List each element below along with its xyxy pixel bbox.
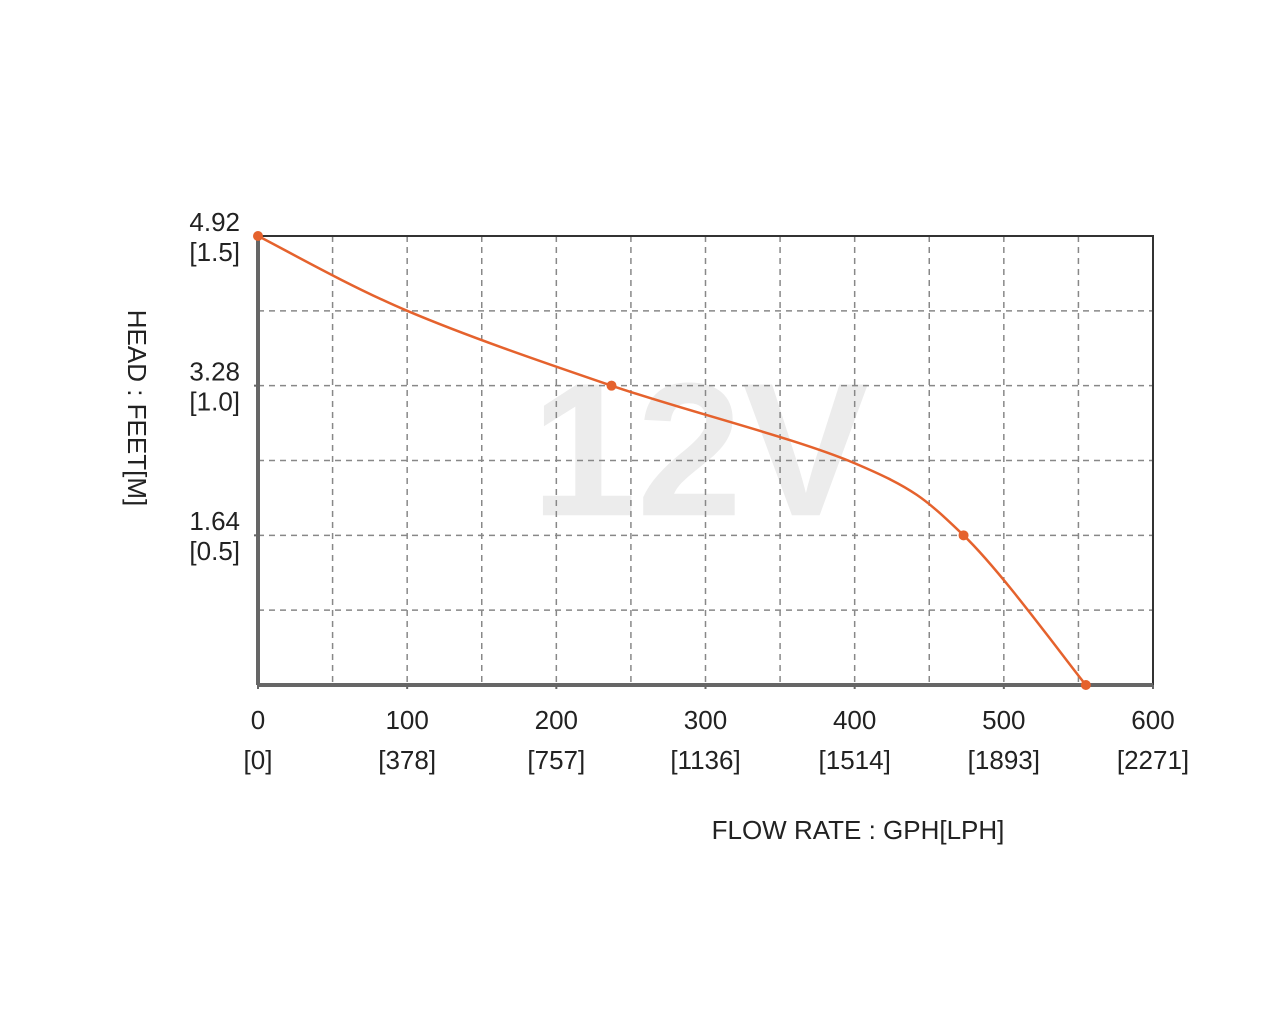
y-tick-label: 4.92 [189,207,240,237]
curve [257,234,1087,686]
x-axis-title: FLOW RATE : GPH[LPH] [712,815,1005,845]
x-tick-label: 600 [1131,705,1174,735]
x-tick-label: 500 [982,705,1025,735]
x-tick-label: 0 [251,705,265,735]
y-tick-label: 3.28 [189,357,240,387]
y-tick-sublabel: [1.0] [189,387,240,417]
point [253,231,263,241]
x-tick-sublabel: [2271] [1117,745,1189,775]
point [1080,680,1091,690]
point [958,530,969,541]
x-tick-sublabel: [1514] [819,745,891,775]
x-tick-sublabel: [378] [378,745,436,775]
y-axis-title: HEAD : FEET[M] [122,310,152,506]
y-tick-sublabel: [0.5] [189,536,240,566]
y-tick-label: 1.64 [189,506,240,536]
x-tick-label: 100 [385,705,428,735]
y-tick-sublabel: [1.5] [189,237,240,267]
x-tick-label: 200 [535,705,578,735]
watermark: 12V [531,344,869,556]
x-tick-label: 400 [833,705,876,735]
x-tick-sublabel: [0] [244,745,273,775]
point [606,380,617,391]
x-tick-label: 300 [684,705,727,735]
x-tick-sublabel: [1136] [670,745,740,775]
x-tick-sublabel: [1893] [968,745,1040,775]
x-tick-sublabel: [757] [527,745,585,775]
